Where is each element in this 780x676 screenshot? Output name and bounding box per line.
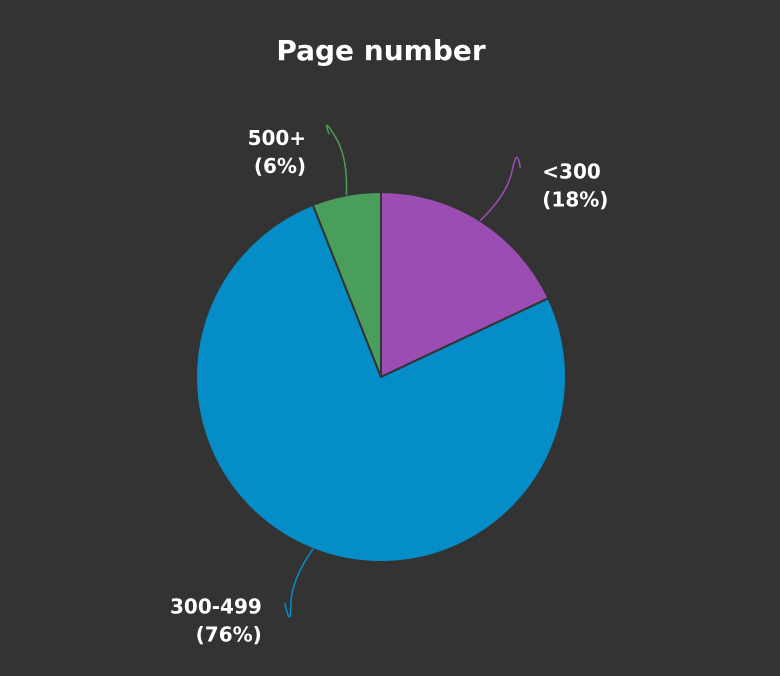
value-label: (18%) (542, 188, 608, 212)
connector (284, 548, 314, 618)
slice-label: <300 (542, 160, 601, 184)
value-label: (76%) (196, 622, 262, 646)
slice-label: 300-499 (170, 594, 262, 618)
connector (479, 156, 522, 222)
pie-slice (311, 190, 382, 378)
connector (325, 124, 348, 196)
value-label: (6%) (254, 154, 306, 178)
pie-slice (195, 203, 567, 563)
chart-title: Page number (276, 34, 486, 67)
slice-label: 500+ (248, 126, 307, 150)
pie-slice (380, 190, 550, 379)
